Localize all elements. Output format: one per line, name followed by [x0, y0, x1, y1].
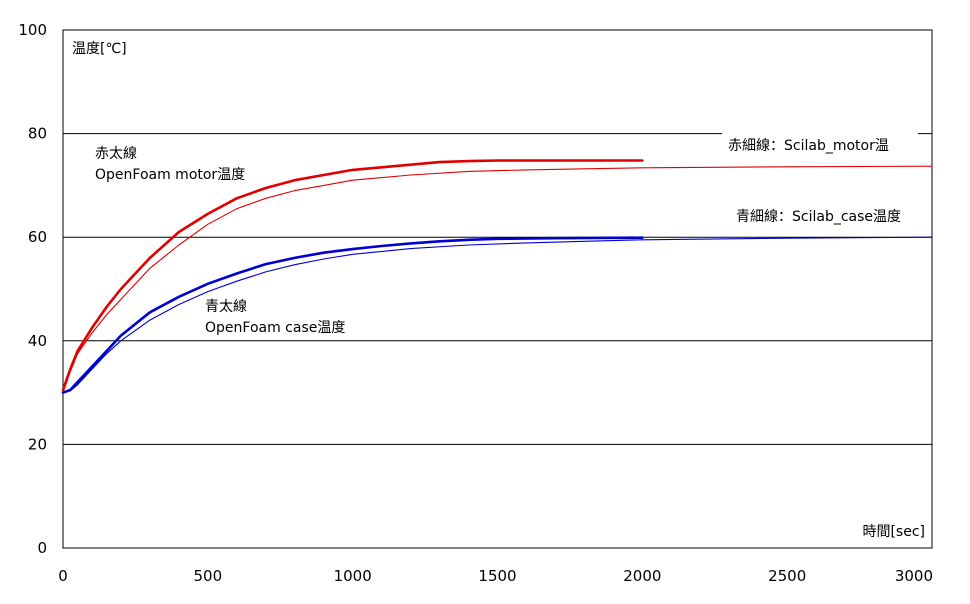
plot-frame — [62, 29, 933, 549]
series-line-2 — [62, 165, 933, 394]
annotation-blue-thick-2: OpenFoam case温度 — [205, 320, 345, 336]
y-tick-label: 80 — [28, 125, 47, 143]
annotation-red-thin: 赤細線：Scilab_motor温 — [728, 138, 889, 154]
x-axis-ticks: 0 500 1000 1500 2000 2500 3000 — [58, 567, 933, 585]
x-tick-label: 500 — [194, 567, 223, 585]
y-tick-label: 0 — [37, 539, 47, 557]
x-tick-label: 1500 — [478, 567, 516, 585]
annotation-blue-thick-1: 青太線 — [205, 299, 247, 315]
series-lines — [61, 159, 933, 394]
x-tick-label: 1000 — [334, 567, 372, 585]
x-tick-label: 2500 — [768, 567, 806, 585]
y-tick-label: 100 — [18, 21, 47, 39]
y-tick-label: 20 — [28, 435, 47, 453]
y-tick-label: 60 — [28, 228, 47, 246]
series-line-3 — [61, 236, 644, 394]
annotation-blue-thin: 青細線：Scilab_case温度 — [736, 209, 901, 225]
series-line-1 — [61, 159, 644, 392]
y-tick-label: 40 — [28, 332, 47, 350]
x-axis-label: 時間[sec] — [862, 524, 925, 540]
annotation-red-thick-2: OpenFoam motor温度 — [95, 167, 245, 183]
annotation-red-thin-bg — [722, 128, 918, 154]
series-line-4 — [62, 236, 933, 394]
x-tick-label: 3000 — [895, 567, 933, 585]
y-axis-ticks: 0 20 40 60 80 100 — [18, 21, 47, 557]
x-tick-label: 2000 — [623, 567, 661, 585]
annotation-red-thick-1: 赤太線 — [95, 146, 137, 162]
y-axis-label: 温度[℃] — [72, 41, 127, 57]
x-tick-label: 0 — [58, 567, 68, 585]
